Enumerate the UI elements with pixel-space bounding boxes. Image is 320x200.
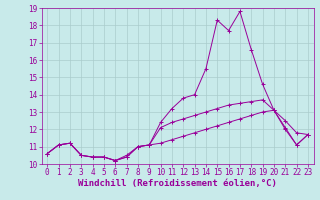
X-axis label: Windchill (Refroidissement éolien,°C): Windchill (Refroidissement éolien,°C) <box>78 179 277 188</box>
